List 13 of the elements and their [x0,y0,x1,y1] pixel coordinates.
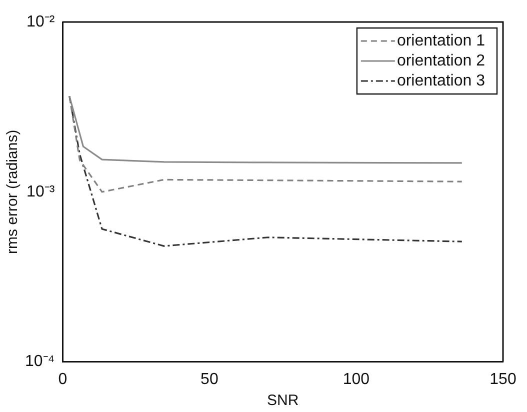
x-tick-label: 0 [58,370,68,388]
y-tick-label: 10⁻³ [26,183,56,200]
legend-label: orientation 3 [396,72,486,90]
y-axis-title: rms error (radians) [4,130,22,254]
legend-label: orientation 2 [396,52,486,70]
line-series [68,95,463,193]
x-tick-label: 150 [490,370,516,388]
x-tick-label: 50 [200,370,218,388]
y-tick-label: 10⁻² [26,13,56,30]
x-axis-title: SNR [267,392,299,410]
legend-label: orientation 1 [396,32,486,50]
y-tick-label: 10⁻⁴ [25,353,55,370]
x-tick-label: 100 [342,370,370,388]
